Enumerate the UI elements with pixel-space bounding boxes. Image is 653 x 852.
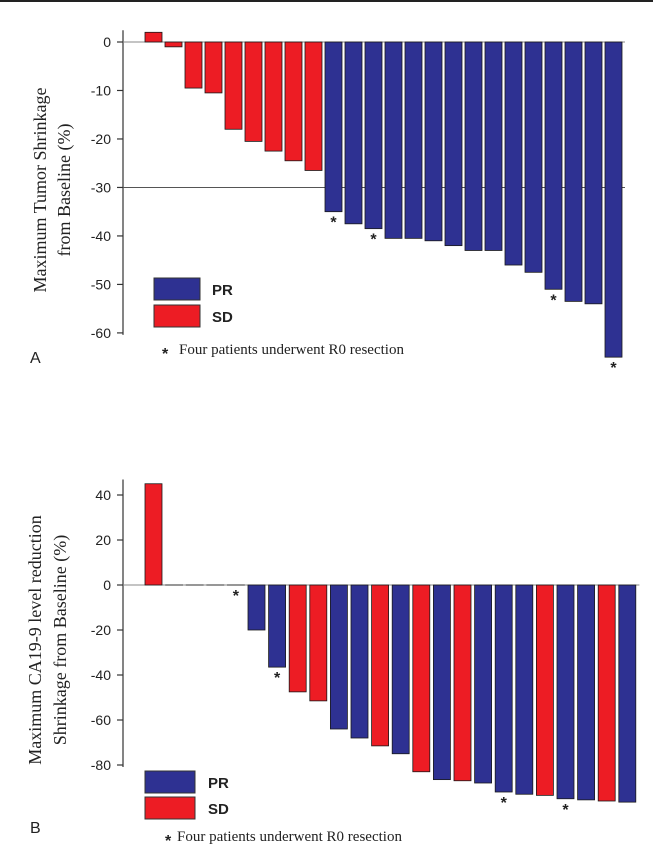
panel-b-bar <box>247 584 266 631</box>
panel-a-bar <box>284 41 303 162</box>
panel-a-stars: * * * * <box>330 215 617 377</box>
panel-b-tick-label: 0 <box>103 577 111 593</box>
panel-a-tick-label: -40 <box>91 228 111 244</box>
panel-a-bar <box>424 41 443 242</box>
panel-b-legend: PR SD * Four patients underwent R0 resec… <box>144 770 402 850</box>
panel-b-bar <box>432 584 451 781</box>
panel-b-bar <box>371 584 390 747</box>
panel-a-ylabel-line-1: Maximum Tumor Shrinkage <box>30 87 50 292</box>
panel-a-tick-label: 0 <box>103 34 111 50</box>
panel-a-note-star: * <box>162 346 169 363</box>
panel-a-bar <box>244 41 263 142</box>
panel-a-r0-star: * <box>610 360 617 377</box>
panel-a-legend-sd-label: SD <box>212 309 233 326</box>
top-rule <box>0 0 653 2</box>
panel-a-tick-label: -60 <box>91 325 111 341</box>
panel-b-bar <box>268 584 287 668</box>
panel-b-ca199-reduction: Maximum CA19-9 level reduction Shrinkage… <box>25 479 640 850</box>
panel-a-tick-label: -50 <box>91 276 111 292</box>
panel-a-tick-label: -10 <box>91 82 111 98</box>
panel-a-bar <box>444 41 463 247</box>
panel-b-bar <box>144 483 163 586</box>
panel-b-tick-label: -40 <box>91 667 111 683</box>
panel-a-bar <box>584 41 603 305</box>
panel-a-bar <box>404 41 423 239</box>
panel-b-r0-star: * <box>233 588 240 605</box>
panel-b-y-ticks: 40 20 0 -20 -40 -60 -80 <box>91 479 640 773</box>
panel-a-bar <box>164 41 183 48</box>
panel-a-legend: PR SD * Four patients underwent R0 resec… <box>153 277 404 363</box>
panel-a-bars <box>144 31 623 358</box>
panel-b-bar <box>350 584 369 739</box>
panel-a-r0-star: * <box>330 215 337 232</box>
panel-a-y-axis-label: Maximum Tumor Shrinkage from Baseline (%… <box>30 87 75 292</box>
panel-b-ylabel-line-2: Shrinkage from Baseline (%) <box>50 535 71 745</box>
panel-a-bar <box>304 41 323 171</box>
panel-b-tick-label: -60 <box>91 712 111 728</box>
panel-b-bar <box>597 584 616 802</box>
panel-b-tick-label: 20 <box>95 532 111 548</box>
panel-b-tick-label: 40 <box>95 487 111 503</box>
panel-a-bar <box>264 41 283 152</box>
panel-b-bar <box>577 584 595 801</box>
panel-b-bar <box>515 584 534 795</box>
panel-a-bar <box>344 41 363 225</box>
panel-b-ylabel-line-1: Maximum CA19-9 level reduction <box>25 515 45 764</box>
panel-a-r0-star: * <box>370 232 377 249</box>
panel-b-bar <box>329 584 348 730</box>
panel-b-label: B <box>30 820 41 837</box>
panel-b-r0-star: * <box>501 795 508 812</box>
panel-a-tick-label: -20 <box>91 131 111 147</box>
panel-b-bars <box>144 483 637 803</box>
panel-b-note-star: * <box>165 833 172 850</box>
panel-a-tumor-shrinkage: Maximum Tumor Shrinkage from Baseline (%… <box>30 30 625 377</box>
panel-b-bar <box>536 584 554 796</box>
panel-b-y-axis-label: Maximum CA19-9 level reduction Shrinkage… <box>25 515 71 764</box>
panel-a-bar <box>364 41 383 230</box>
panel-b-r0-star: * <box>562 802 569 819</box>
panel-b-legend-sd-label: SD <box>208 801 229 818</box>
panel-a-ylabel-line-2: from Baseline (%) <box>54 124 75 257</box>
panel-b-bar <box>309 584 328 702</box>
panel-b-bar <box>474 584 493 784</box>
panel-b-bar <box>618 584 637 803</box>
panel-a-bar <box>144 31 163 43</box>
panel-a-bar <box>604 41 623 358</box>
panel-b-legend-sd-swatch <box>144 796 196 820</box>
panel-a-bar <box>224 41 243 130</box>
panel-a-label: A <box>30 350 41 367</box>
panel-a-note: Four patients underwent R0 resection <box>179 342 404 358</box>
panel-b-bar <box>391 584 410 755</box>
panel-a-bar <box>204 41 223 94</box>
panel-a-r0-star: * <box>550 292 557 309</box>
panel-b-stars: * * * * <box>233 588 570 819</box>
panel-b-bar <box>556 584 575 800</box>
panel-a-bar <box>484 41 503 251</box>
panel-a-bar <box>184 41 203 89</box>
panel-a-tick-label: -30 <box>91 179 111 195</box>
panel-b-bar <box>453 584 472 782</box>
panel-b-bar <box>494 584 513 793</box>
panel-b-legend-pr-label: PR <box>208 775 229 792</box>
panel-b-tick-label: -80 <box>91 757 111 773</box>
panel-a-bar <box>524 41 543 273</box>
panel-a-bar <box>504 41 523 266</box>
panel-a-bar <box>464 41 483 251</box>
panel-a-legend-pr-swatch <box>153 277 201 301</box>
panel-b-legend-pr-swatch <box>144 770 196 794</box>
panel-a-bar <box>544 41 563 290</box>
panel-a-legend-pr-label: PR <box>212 282 233 299</box>
panel-b-tick-label: -20 <box>91 622 111 638</box>
panel-b-bar <box>288 584 307 693</box>
panel-b-r0-star: * <box>274 670 281 687</box>
panel-a-bar <box>324 41 343 213</box>
panel-b-bar <box>412 584 431 773</box>
panel-a-bar <box>564 41 583 302</box>
panel-b-note: Four patients underwent R0 resection <box>177 829 402 845</box>
panel-a-legend-sd-swatch <box>153 304 201 328</box>
panel-a-bar <box>384 41 403 239</box>
